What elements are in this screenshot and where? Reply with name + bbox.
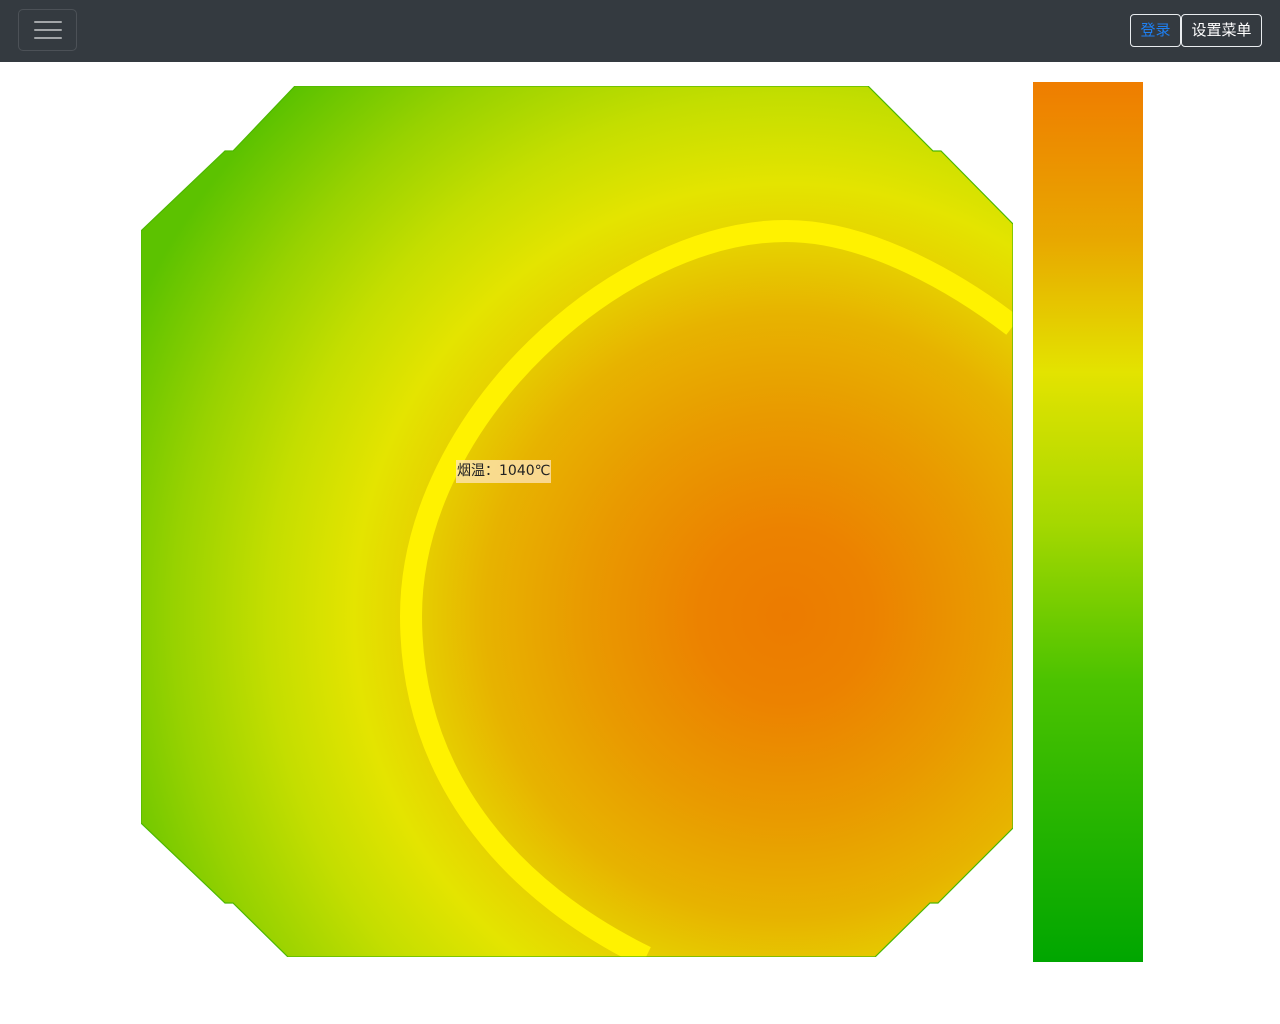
navbar: 登录 设置菜单 [0, 0, 1280, 62]
navbar-toggler-button[interactable] [18, 9, 77, 51]
furnace-heatmap: 烟温：1040℃ [141, 86, 1013, 957]
isotherm-line [399, 219, 1013, 957]
hamburger-icon [34, 37, 62, 39]
hamburger-icon [34, 21, 62, 23]
hamburger-icon [34, 29, 62, 31]
temperature-label: 烟温：1040℃ [456, 460, 552, 483]
heatmap-canvas [141, 86, 1013, 957]
heat-gradient-fill [141, 86, 1013, 957]
color-scale-legend [1033, 82, 1143, 962]
settings-menu-button[interactable]: 设置菜单 [1181, 14, 1262, 47]
legend-gradient [1033, 82, 1143, 962]
furnace-outline [141, 86, 1013, 957]
login-button[interactable]: 登录 [1130, 14, 1181, 47]
